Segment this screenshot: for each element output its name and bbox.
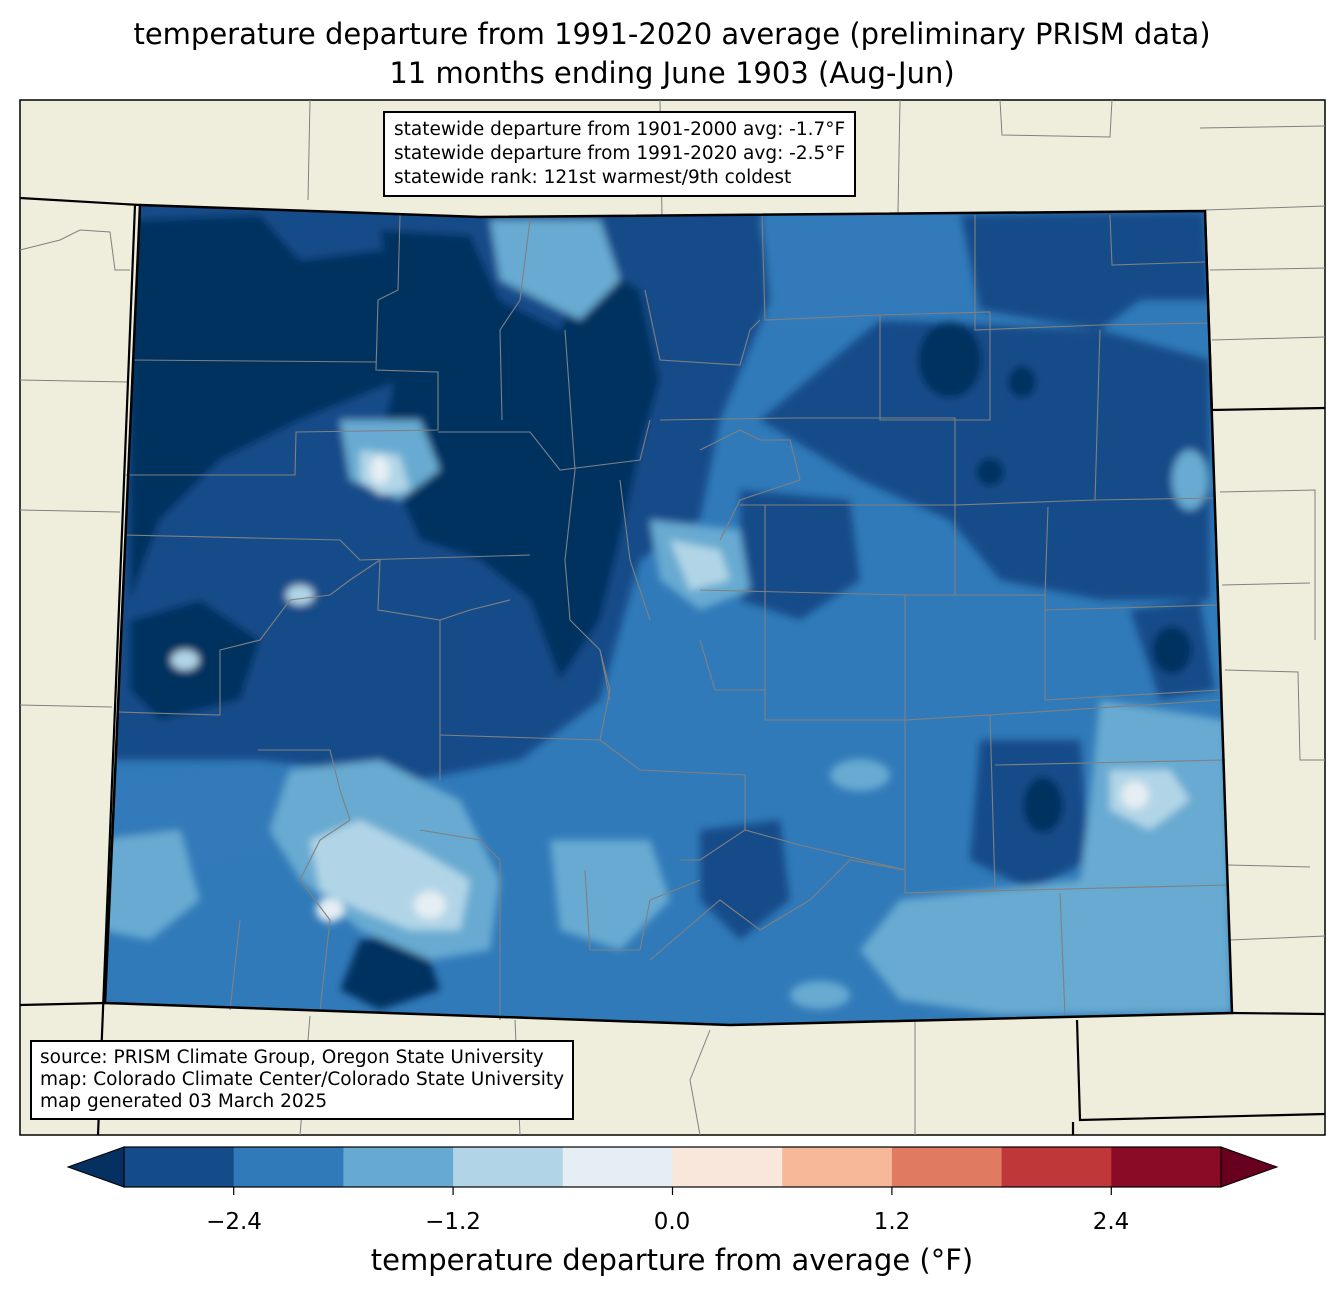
map-title-line-2: 11 months ending June 1903 (Aug-Jun) [389,56,955,90]
credits-source: source: PRISM Climate Group, Oregon Stat… [40,1047,544,1068]
stats-rank: statewide rank: 121st warmest/9th coldes… [394,167,792,188]
colorbar [66,1146,1279,1195]
map-title-line-1: temperature departure from 1991-2020 ave… [133,17,1211,51]
county-lines [117,214,1229,1020]
credits-generated: map generated 03 March 2025 [40,1091,328,1112]
colorbar-segment [233,1147,344,1187]
credits-box: source: PRISM Climate Group, Oregon Stat… [30,1040,575,1120]
colorbar-tick-label: 0.0 [653,1209,691,1235]
colorbar-tick-label: −1.2 [425,1209,481,1235]
colorbar-segment [782,1147,893,1187]
colorado-temperature-field [105,205,1232,1025]
colorbar-segment [343,1147,454,1187]
colorbar-tick-label: −2.4 [206,1209,262,1235]
colorbar-under-arrow [66,1146,125,1188]
colorbar-segment [124,1147,235,1187]
colorbar-segment [1111,1147,1222,1187]
colorado-border [103,203,1234,1027]
colorbar-segment [891,1147,1003,1187]
stats-departure-1901-2000: statewide departure from 1901-2000 avg: … [394,119,846,140]
stats-departure-1991-2020: statewide departure from 1991-2020 avg: … [394,143,846,164]
statewide-stats-box: statewide departure from 1901-2000 avg: … [383,111,857,197]
colorbar-tick-label: 1.2 [873,1209,911,1235]
colorbar-title: temperature departure from average (°F) [370,1243,974,1277]
colorbar-segment [453,1147,564,1187]
credits-map: map: Colorado Climate Center/Colorado St… [40,1069,565,1090]
colorbar-over-arrow [1220,1146,1279,1188]
colorbar-segment [562,1147,673,1187]
colorbar-segment [1001,1147,1112,1187]
colorbar-tick-label: 2.4 [1092,1209,1130,1235]
colorbar-segment [672,1147,783,1187]
